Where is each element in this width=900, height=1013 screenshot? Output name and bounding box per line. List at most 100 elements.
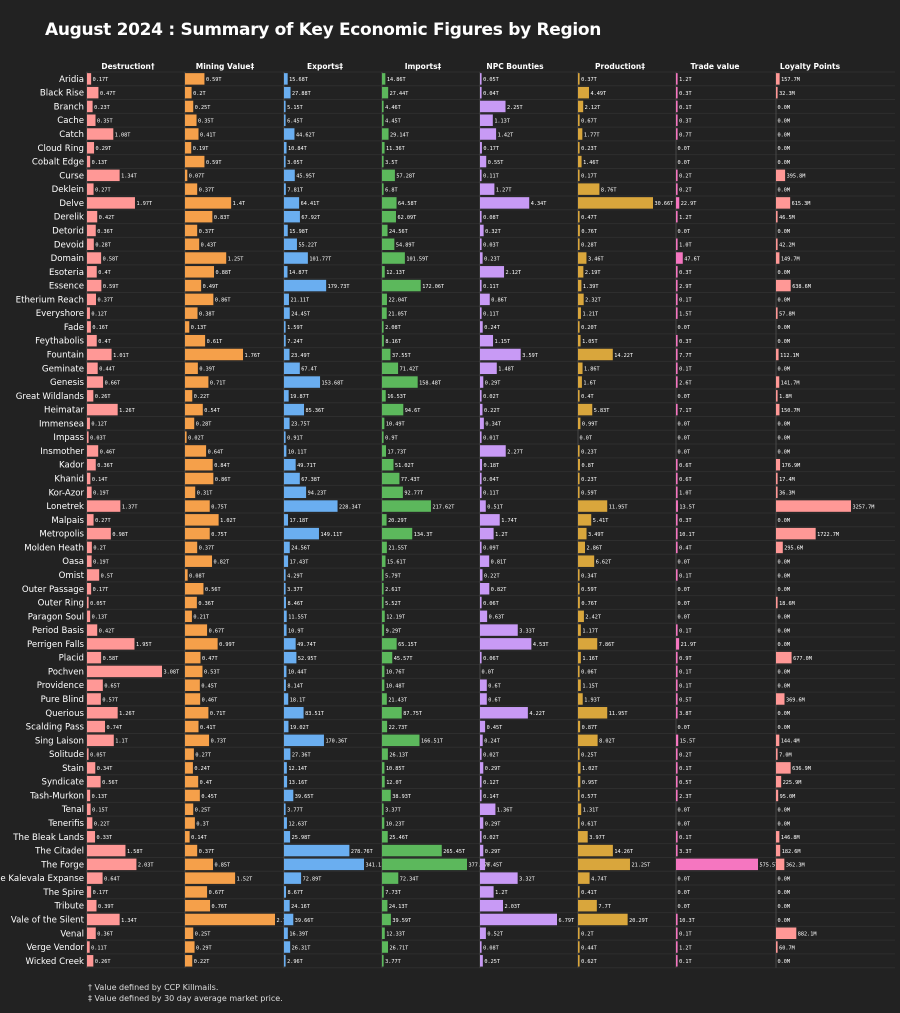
bar-value-label: 0.8T (581, 463, 594, 469)
bar (185, 210, 213, 223)
region-label: Impass (53, 433, 84, 443)
bar-value-label: 149.11T (320, 532, 342, 538)
bar (87, 596, 89, 609)
bar (284, 720, 289, 733)
bar-value-label: 0.7T (679, 132, 692, 138)
bar-value-label: 32.3M (779, 91, 795, 97)
bar (480, 583, 490, 595)
bar (480, 555, 490, 567)
bar-value-label: 0.29T (485, 849, 501, 855)
bar (284, 238, 297, 250)
bar (578, 100, 584, 113)
bar (87, 762, 96, 774)
bar (480, 762, 484, 774)
bar (480, 486, 482, 499)
bar (87, 693, 101, 705)
bar (284, 417, 290, 430)
bar-value-label: 20.29T (629, 918, 648, 924)
bar (382, 458, 394, 471)
bar-value-label: 0.0M (778, 904, 791, 910)
bar-value-label: 77.43T (401, 477, 420, 483)
bar-value-label: 0.86T (215, 298, 231, 304)
bar-value-label: 0.11T (483, 174, 499, 180)
bar-value-label: 1.97T (136, 201, 152, 207)
bar (578, 210, 580, 223)
bar-value-label: 0.71T (210, 380, 226, 386)
region-label: Period Basis (32, 626, 85, 636)
bar (284, 941, 291, 953)
bar-value-label: 13.16T (289, 780, 308, 786)
region-label: The Kalevala Expanse (0, 874, 84, 884)
bar (185, 748, 194, 760)
bar (382, 514, 387, 526)
bar (480, 266, 505, 278)
bar-value-label: 0.47T (100, 91, 116, 97)
bar-value-label: 24.56T (389, 229, 408, 235)
bar-value-label: 0.0T (678, 587, 691, 593)
bar (382, 307, 387, 319)
bar-value-label: 26.31T (292, 945, 311, 951)
bar (382, 197, 397, 209)
bar (480, 458, 483, 471)
bar-value-label: 30.66T (655, 201, 674, 207)
bar (776, 693, 785, 705)
bar-value-label: 6.45T (287, 119, 303, 125)
bar-value-label: 170.36T (325, 739, 347, 745)
bar-value-label: 19.02T (290, 725, 309, 731)
bar-value-label: 10.11T (288, 449, 307, 455)
bar-value-label: 7.1T (679, 408, 692, 414)
bar (676, 927, 678, 939)
bar-value-label: 16.39T (289, 932, 308, 938)
bar (776, 348, 779, 361)
bar (480, 114, 493, 126)
bar-value-label: 377.57T (469, 863, 491, 869)
bar (382, 100, 384, 113)
bar-value-label: 1.05T (582, 339, 598, 345)
bar-value-label: 0.1T (679, 835, 692, 841)
region-label: Cache (57, 116, 84, 126)
bar-value-label: 0.9T (679, 656, 692, 662)
bar (382, 279, 421, 292)
bar (284, 266, 288, 278)
bar-value-label: 10.23T (386, 821, 405, 827)
bar-value-label: 0.37T (199, 229, 215, 235)
bar (676, 955, 678, 967)
bar (284, 169, 295, 182)
bar-value-label: 0.0M (778, 587, 791, 593)
region-label: Outer Ring (38, 599, 84, 609)
bar-value-label: 1.95T (136, 642, 152, 648)
bar-value-label: 0.42T (99, 215, 115, 221)
bar-value-label: 2.96T (287, 959, 303, 965)
bar (776, 541, 783, 554)
region-label: Feythabolis (35, 337, 84, 347)
bar-value-label: 0.84T (214, 463, 230, 469)
bar (284, 348, 290, 361)
bar-value-label: 179.73T (328, 284, 350, 290)
bar (382, 858, 467, 871)
bar-value-label: 172.06T (422, 284, 444, 290)
bar-value-label: 72.34T (400, 876, 419, 882)
bar-value-label: 0.5T (679, 780, 692, 786)
bar-value-label: 7.86T (599, 642, 615, 648)
bar (776, 775, 782, 788)
bar (776, 238, 778, 250)
bar (578, 913, 628, 926)
bar-value-label: 55.22T (298, 243, 317, 249)
bar-value-label: 0.44T (99, 367, 115, 373)
bar (185, 720, 199, 733)
bar-value-label: 1.16T (582, 656, 598, 662)
bar (284, 789, 294, 802)
bar (284, 445, 287, 457)
bar-value-label: 0.08T (483, 945, 499, 951)
bar-value-label: 21.43T (388, 697, 407, 703)
bar (480, 100, 506, 113)
region-label: Tribute (54, 902, 84, 912)
bar (676, 266, 678, 278)
bar-value-label: 0.03T (483, 243, 499, 249)
bar (382, 390, 386, 402)
bar (382, 472, 400, 485)
bar-value-label: 0.0M (778, 573, 791, 579)
bar-value-label: 1.2T (679, 215, 692, 221)
bar-value-label: 101.59T (406, 256, 428, 262)
bar-value-label: 0.75T (211, 504, 227, 510)
